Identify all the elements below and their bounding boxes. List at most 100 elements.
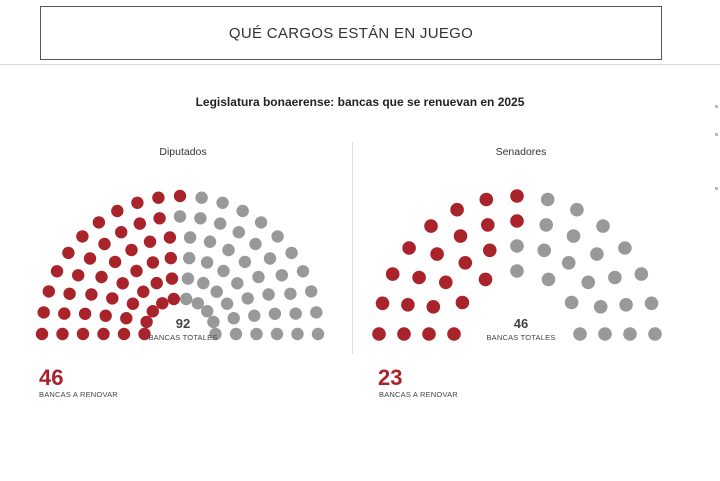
diputados-seat-renew [143,235,157,248]
diputados-seat-renew [108,255,122,269]
senadores-seat-renew [478,272,493,287]
diputados-seat-renew [133,217,146,230]
senadores-seat-renew [453,229,468,243]
diputados-seat-renew [163,231,177,244]
diputados-seat-renew [150,276,163,290]
senadores-seat-renew [372,327,386,341]
diputados-seat-renew [131,196,144,209]
diputados-seat-renew [99,309,112,322]
diputados-seat-keep [201,305,214,318]
diputados-seat-keep [241,292,254,305]
diputados-seat-keep [271,230,284,243]
edge-mark [715,133,718,136]
diputados-seat-renew [117,327,131,341]
diputados-seat-keep [214,217,227,230]
diputados-seat-keep [262,288,275,301]
diputados-seat-renew [173,189,187,203]
diputados-seat-renew [146,256,160,269]
diputados-seat-keep [209,327,222,341]
diputados-seat-renew [164,251,177,265]
diputados-seat-keep [220,297,234,310]
diputados-renewed-seats: 46 [39,365,64,390]
diputados-seat-renew [111,204,124,218]
diputados-total-label: BANCAS TOTALES [148,333,218,342]
chart-panel [0,64,720,481]
diputados-seat-renew [165,272,179,285]
diputados-seat-keep [263,252,277,265]
diputados-seat-keep [181,272,195,285]
diputados-seat-keep [236,204,249,218]
diputados-seat-keep [203,235,217,248]
diputados-seat-renew [95,270,108,284]
diputados-seat-keep [270,327,284,341]
diputados-seat-renew [50,265,64,278]
senadores-seat-keep [539,218,553,232]
senadores-seat-renew [412,270,426,285]
diputados-seat-keep [238,255,252,269]
diputados-seat-keep [216,196,229,209]
diputados-seat-renew [137,285,150,298]
senadores-seat-keep [644,296,659,311]
diputados-renewed-label: BANCAS A RENOVAR [39,390,118,399]
diputados-seat-keep [197,276,210,290]
diputados-seat-keep [250,327,263,341]
diputados-seat-renew [42,285,55,298]
diputados-seat-keep [231,277,244,290]
senadores-seat-renew [479,192,494,207]
diputados-seat-renew [167,292,180,306]
senadores-seat-renew [385,267,400,281]
diputados-seat-keep [248,309,261,322]
diputados-seat-renew [153,212,166,225]
diputados-seat-keep [180,292,193,306]
senadores-seat-keep [590,247,604,261]
diputados-seat-renew [63,287,76,300]
diputados-total-seats: 92 [175,316,191,331]
senadores-seat-keep [564,295,579,310]
diputados-seat-renew [125,243,138,257]
diputados-seat-keep [207,315,220,329]
senadores-seat-keep [596,219,610,233]
senadores-seat-renew [375,296,390,311]
senadores-seat-renew [424,219,438,233]
senadores-seat-keep [566,229,581,243]
senadores-total-seats: 46 [513,316,529,331]
diputados-seat-keep [310,306,323,319]
senadores-seat-keep [593,300,608,314]
senadores-seat-renew [397,327,411,341]
senadores-seat-group [372,189,662,341]
senadores-seat-keep [541,272,556,287]
diputados-seat-keep [289,307,302,320]
diputados-seat-keep [268,307,282,320]
senadores-seat-renew [510,214,524,228]
diputados-seat-renew [126,297,140,310]
senadores-renewed-seats: 23 [378,365,403,390]
diputados-seat-renew [138,327,151,341]
senadores-seat-keep [619,298,633,312]
senadores-seat-renew [481,218,495,232]
diputados-seat-renew [56,327,69,341]
diputados-seat-keep [249,237,262,251]
diputados-seat-renew [92,216,106,229]
senadores-seat-keep [618,241,632,255]
senadores-seat-keep [540,192,555,207]
diputados-seat-keep [183,251,196,265]
senadores-seat-keep [510,239,524,253]
diputados-seat-renew [37,306,50,319]
diputados-seat-renew [58,307,71,320]
diputados-seat-renew [146,305,159,318]
senadores-seat-keep [608,270,622,285]
senadores-seat-renew [510,189,524,203]
senadores-total-label: BANCAS TOTALES [486,333,556,342]
diputados-seat-renew [130,264,143,278]
chamber-divider [352,142,353,354]
senadores-seat-renew [401,298,415,312]
diputados-seat-keep [296,265,310,278]
diputados-seat-renew [97,327,110,341]
diputados-seat-keep [210,285,223,298]
diputados-seat-renew [72,269,85,282]
diputados-seat-keep [305,285,318,298]
diputados-seat-renew [98,237,111,251]
senadores-seat-keep [648,327,662,341]
senadores-seat-renew [422,327,436,341]
senadores-seat-keep [510,264,524,278]
